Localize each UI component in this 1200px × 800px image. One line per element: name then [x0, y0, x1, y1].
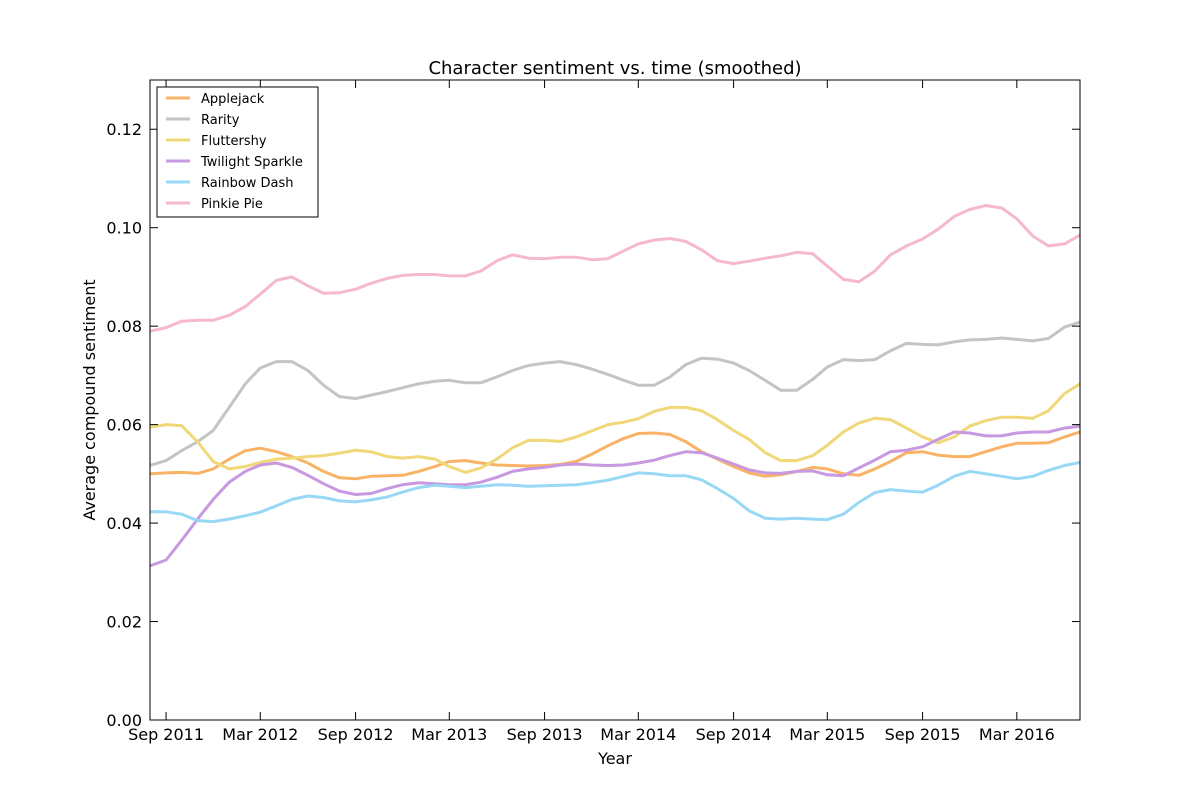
x-tick-label: Mar 2012	[222, 725, 298, 744]
x-tick-label: Sep 2012	[318, 725, 394, 744]
x-tick-label: Mar 2015	[789, 725, 865, 744]
series-group	[150, 204, 1080, 568]
plot-area	[149, 79, 1081, 721]
y-tick-label: 0.06	[106, 416, 142, 435]
y-axis: 0.00 0.02 0.04 0.06 0.08 0.10 0.12	[106, 120, 1080, 730]
x-axis: Sep 2011 Mar 2012 Sep 2012 Mar 2013 Sep 2013…	[128, 80, 1055, 744]
series-line-pinkie-pie	[150, 204, 1080, 333]
series-line-fluttershy	[150, 382, 1080, 474]
x-tick-label: Mar 2016	[979, 725, 1055, 744]
x-tick-label: Mar 2014	[600, 725, 676, 744]
legend-label: Twilight Sparkle	[200, 155, 303, 170]
x-tick-label: Sep 2013	[507, 725, 583, 744]
x-axis-label: Year	[597, 749, 632, 768]
y-tick-label: 0.08	[106, 317, 142, 336]
y-tick-label: 0.04	[106, 514, 142, 533]
y-tick-label: 0.02	[106, 613, 142, 632]
x-tick-label: Sep 2014	[696, 725, 772, 744]
plot-frame	[149, 79, 1081, 721]
legend-label: Applejack	[201, 92, 265, 107]
legend-label: Rainbow Dash	[201, 176, 294, 191]
legend: Applejack Rarity Fluttershy Twilight Sparkl…	[156, 86, 319, 218]
legend-box	[156, 86, 319, 218]
series-line-rarity	[150, 320, 1080, 467]
legend-label: Rarity	[201, 113, 240, 128]
legend-label: Pinkie Pie	[201, 197, 263, 212]
y-axis-label: Average compound sentiment	[80, 279, 99, 520]
y-tick-label: 0.12	[106, 120, 142, 139]
chart-title: Character sentiment vs. time (smoothed)	[428, 58, 801, 79]
x-tick-label: Mar 2013	[411, 725, 487, 744]
series-line-twilight-sparkle	[150, 424, 1080, 568]
series-line-applejack	[150, 430, 1080, 481]
y-tick-label: 0.10	[106, 219, 142, 238]
legend-label: Fluttershy	[201, 134, 267, 149]
series-line-rainbow-dash	[150, 461, 1080, 524]
x-tick-label: Sep 2011	[128, 725, 204, 744]
x-tick-label: Sep 2015	[885, 725, 961, 744]
y-tick-label: 0.00	[106, 711, 142, 730]
